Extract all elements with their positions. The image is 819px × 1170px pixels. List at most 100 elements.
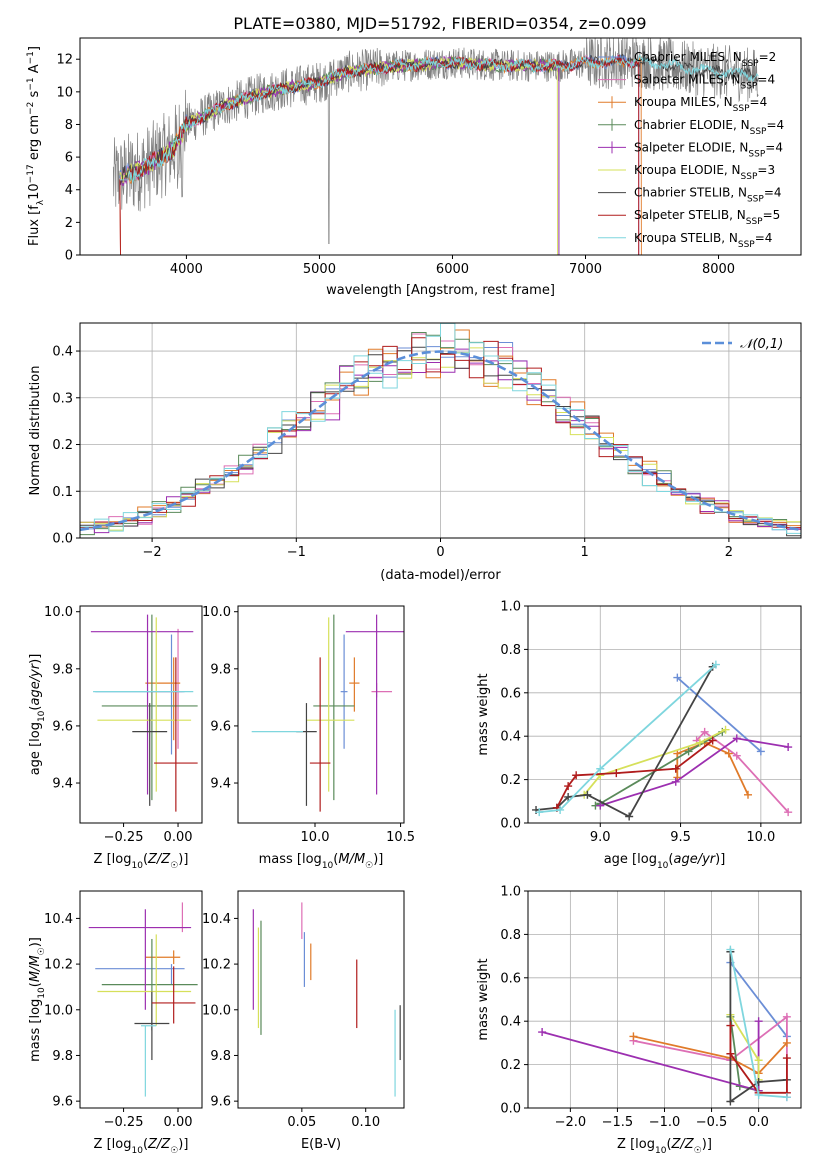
errorbar-kroupa-elodie bbox=[97, 934, 192, 1026]
legend-entry-part: SSP bbox=[741, 172, 758, 182]
weight-marker bbox=[732, 751, 741, 760]
y-tick-label: 0.0 bbox=[500, 1102, 521, 1117]
legend-entry-part: SSP bbox=[738, 240, 755, 250]
x-tick-label: 0.05 bbox=[287, 1115, 316, 1130]
mass-vs-metallicity-panel: −0.25 0.009.69.810.010.210.4Z [log10(Z/Z☉… bbox=[28, 890, 203, 1156]
plot-area bbox=[252, 902, 401, 1097]
y-tick-label: 10 bbox=[56, 85, 73, 100]
y-axis-label-part: −2 bbox=[26, 102, 36, 115]
y-tick-label: 9.8 bbox=[210, 1049, 231, 1064]
weight-marker bbox=[756, 747, 765, 756]
y-tick-label: 10.0 bbox=[44, 605, 73, 620]
y-tick-label: 12 bbox=[56, 53, 73, 68]
x-axis-label-part: Z/Z bbox=[671, 1137, 695, 1152]
weight-marker bbox=[671, 764, 680, 773]
errorbar-chabrier-miles bbox=[95, 634, 185, 755]
y-tick-label: 0.2 bbox=[500, 1058, 521, 1073]
y-tick-label: 1.0 bbox=[500, 885, 521, 900]
weight-line bbox=[676, 676, 762, 753]
errorbar-kroupa-elodie bbox=[306, 617, 355, 792]
normal-curve bbox=[80, 350, 801, 532]
y-axis-label-part: s bbox=[27, 90, 42, 101]
legend-entry-part: Chabrier MILES, N bbox=[634, 50, 742, 64]
y-tick-label: 4 bbox=[65, 183, 73, 198]
weight-marker bbox=[754, 1090, 763, 1099]
legend-entry-part: SSP bbox=[747, 195, 764, 205]
x-tick-label: 10.0 bbox=[301, 830, 330, 845]
figure-title: PLATE=0380, MJD=51792, FIBERID=0354, z=0… bbox=[233, 14, 646, 33]
y-axis-label-part: λ bbox=[36, 199, 46, 205]
series-kroupa-elodie bbox=[580, 725, 730, 799]
legend-entry-part: =4 bbox=[757, 73, 775, 87]
errorbar-kroupa-stelib bbox=[141, 1025, 157, 1097]
errorbar-kroupa-miles bbox=[349, 657, 360, 712]
y-tick-label: 0.6 bbox=[500, 686, 521, 701]
legend-entry-part: SSP bbox=[733, 104, 750, 114]
legend-entry-part: Salpeter ELODIE, N bbox=[634, 140, 748, 154]
weight-marker bbox=[564, 792, 573, 801]
y-axis-label-part: −1 bbox=[26, 77, 36, 90]
model-spectrum bbox=[119, 53, 640, 255]
errorbar-chabrier-miles bbox=[340, 634, 348, 749]
x-axis-label-part: ( bbox=[143, 1137, 148, 1152]
y-tick-label: 0.4 bbox=[500, 1015, 521, 1030]
y-tick-label: 2 bbox=[65, 216, 73, 231]
plot-area bbox=[251, 614, 404, 812]
mass-vs-ebv-panel: 0.05 0.10 9.6 9.8 10.0 10.2 10.4 E(B-V) bbox=[202, 890, 405, 1152]
x-axis-label-part: Z/Z bbox=[147, 852, 171, 867]
y-tick-label: 10.4 bbox=[202, 912, 231, 927]
x-tick-label: 4000 bbox=[170, 262, 203, 277]
x-axis-label-part: ( bbox=[666, 1137, 671, 1152]
weight-marker bbox=[782, 1012, 791, 1021]
y-tick-label: 10.2 bbox=[202, 958, 231, 973]
weight-marker bbox=[721, 725, 730, 734]
errorbar-salpeter-stelib bbox=[309, 657, 331, 812]
weight-marker bbox=[726, 1021, 735, 1030]
y-tick-label: 10.2 bbox=[44, 958, 73, 973]
x-axis-label: Z [log10(Z/Z☉)] bbox=[94, 1137, 189, 1156]
x-axis-label: Z [log10(Z/Z☉)] bbox=[94, 852, 189, 871]
x-axis-label-part: ( bbox=[143, 852, 148, 867]
x-tick-label: 0.10 bbox=[351, 1115, 380, 1130]
weight-marker bbox=[754, 1017, 763, 1026]
legend-entry-part: SSP bbox=[748, 149, 765, 159]
spectrum-panel: 4000 5000 6000 7000 8000 0 2 4 6 8 10 12 wavelength … bbox=[26, 37, 802, 298]
weight-marker bbox=[673, 673, 682, 682]
legend-entry-part: Salpeter MILES, N bbox=[634, 73, 741, 87]
weight-line bbox=[535, 666, 714, 818]
y-axis-label-part: age/yr bbox=[28, 662, 43, 705]
x-tick-label: −1.5 bbox=[602, 1115, 634, 1130]
errorbar-kroupa-miles bbox=[145, 950, 181, 965]
y-tick-label: 0.8 bbox=[500, 928, 521, 943]
legend-entry-part: =4 bbox=[766, 118, 784, 132]
legend-entry-part: =5 bbox=[763, 208, 781, 222]
weight-marker bbox=[744, 790, 753, 799]
legend-entry: 𝒩(0,1) bbox=[740, 337, 783, 352]
y-axis-label-part: 10 bbox=[37, 710, 47, 722]
x-axis-label-part: E(B-V) bbox=[301, 1137, 341, 1152]
x-tick-label: 9.0 bbox=[590, 830, 611, 845]
weight-line bbox=[541, 1021, 760, 1092]
y-axis-label-part: ☉ bbox=[37, 947, 47, 955]
x-tick-label: −2 bbox=[143, 545, 162, 560]
x-tick-label: 0 bbox=[436, 545, 444, 560]
errorbar-salpeter-miles bbox=[147, 628, 183, 749]
weight-marker bbox=[596, 801, 605, 810]
x-axis-label-part: 10 bbox=[655, 1146, 667, 1156]
weight-line bbox=[633, 1015, 788, 1098]
errorbar-chabrier-stelib bbox=[296, 703, 317, 806]
axes-frame bbox=[237, 890, 405, 1109]
x-axis-label-part: M/M bbox=[338, 852, 365, 867]
legend-entry-part: =3 bbox=[757, 163, 775, 177]
weight-line bbox=[695, 730, 789, 813]
x-tick-label: −2.0 bbox=[555, 1115, 587, 1130]
y-tick-label: 9.6 bbox=[210, 719, 231, 734]
weight-marker bbox=[700, 727, 709, 736]
x-axis-label-part: ( bbox=[333, 852, 338, 867]
y-axis-label: Flux [fλ10−17 erg cm−2 s−1 A−1] bbox=[26, 46, 46, 246]
weight-marker bbox=[708, 736, 717, 745]
age-vs-metallicity-panel: −0.25 0.009.49.69.810.0Z [log10(Z/Z☉)]age… bbox=[28, 605, 203, 871]
histogram-kroupa-stelib bbox=[80, 323, 801, 537]
legend-entry-part: Kroupa STELIB, N bbox=[634, 231, 738, 245]
